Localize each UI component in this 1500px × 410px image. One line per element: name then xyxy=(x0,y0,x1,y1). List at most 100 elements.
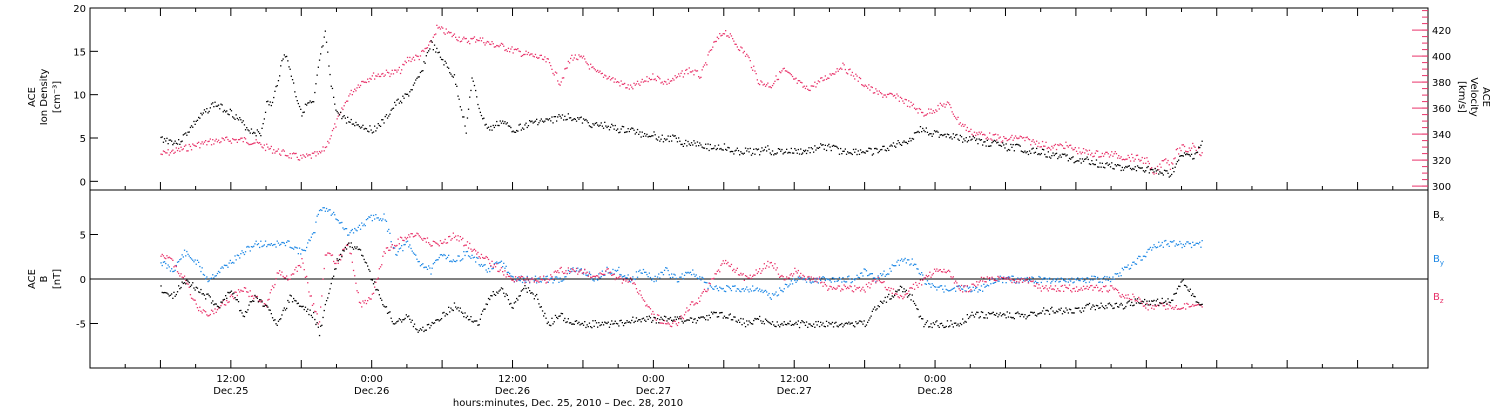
density-point xyxy=(747,148,749,150)
density-point xyxy=(1093,163,1095,166)
by-point xyxy=(1176,244,1179,246)
density-point xyxy=(455,83,457,85)
density-point xyxy=(267,100,269,102)
velocity-point xyxy=(706,64,708,66)
density-point xyxy=(975,139,977,142)
density-point xyxy=(227,113,229,115)
bz-point xyxy=(837,285,839,287)
density-point xyxy=(676,141,679,143)
by-point xyxy=(509,272,511,275)
velocity-point xyxy=(641,78,643,81)
bz-point xyxy=(888,287,890,289)
bx-point xyxy=(198,291,200,293)
bz-point xyxy=(482,256,484,259)
velocity-point xyxy=(514,48,517,50)
bx-point xyxy=(865,324,868,326)
velocity-point xyxy=(383,75,385,77)
velocity-point xyxy=(693,74,695,76)
bx-point xyxy=(756,318,758,320)
bx-point xyxy=(297,302,299,304)
density-point xyxy=(877,152,879,154)
velocity-point xyxy=(720,35,722,37)
density-point xyxy=(619,131,621,133)
bx-point xyxy=(586,324,588,326)
velocity-point xyxy=(321,150,323,152)
velocity-point xyxy=(239,138,241,141)
density-point xyxy=(255,135,257,137)
bx-point xyxy=(1086,303,1088,306)
bz-point xyxy=(942,271,944,273)
density-point xyxy=(342,116,344,118)
bz-point xyxy=(645,305,647,307)
by-point xyxy=(696,277,699,279)
bx-point xyxy=(1158,304,1160,306)
bx-point xyxy=(892,296,895,298)
velocity-point xyxy=(1004,137,1006,140)
bx-point xyxy=(636,320,639,322)
by-point xyxy=(754,289,756,291)
bx-point xyxy=(1050,308,1052,310)
bz-point xyxy=(760,272,762,274)
velocity-point xyxy=(935,109,937,111)
velocity-point xyxy=(437,27,439,29)
top-right-tick-label: 320 xyxy=(1432,156,1451,167)
by-point xyxy=(172,270,174,273)
bz-point xyxy=(878,279,880,282)
density-point xyxy=(1172,167,1174,169)
by-point xyxy=(929,283,931,285)
velocity-point xyxy=(359,84,362,87)
velocity-point xyxy=(348,95,350,97)
by-point xyxy=(629,281,632,283)
by-point xyxy=(736,288,738,290)
bz-point xyxy=(966,285,968,287)
by-point xyxy=(526,275,528,278)
velocity-point xyxy=(439,28,442,30)
density-point xyxy=(352,123,355,125)
velocity-point xyxy=(800,81,802,83)
bz-point xyxy=(1087,288,1089,290)
bz-point xyxy=(926,276,929,278)
bx-point xyxy=(1113,307,1115,309)
by-point xyxy=(547,281,549,283)
density-point xyxy=(1027,153,1030,156)
by-point xyxy=(1078,279,1080,282)
velocity-point xyxy=(482,37,484,39)
bx-point xyxy=(246,311,248,313)
by-point xyxy=(214,275,216,277)
density-point xyxy=(1094,163,1096,166)
bx-point xyxy=(872,308,875,310)
bz-point xyxy=(502,271,504,273)
bz-point xyxy=(1026,279,1028,281)
by-point xyxy=(300,253,302,255)
density-point xyxy=(314,91,316,94)
bx-point xyxy=(649,317,652,319)
bx-point xyxy=(348,242,350,244)
velocity-point xyxy=(926,113,929,115)
velocity-point xyxy=(730,35,733,37)
velocity-point xyxy=(248,143,250,146)
bx-point xyxy=(1182,279,1184,281)
density-point xyxy=(903,140,905,142)
density-point xyxy=(881,148,883,151)
velocity-point xyxy=(605,75,607,77)
bx-point xyxy=(740,317,742,320)
density-point xyxy=(371,132,373,134)
density-point xyxy=(869,147,871,150)
density-point xyxy=(865,150,868,152)
bx-point xyxy=(221,301,223,303)
bx-point xyxy=(931,326,933,329)
by-point xyxy=(1120,275,1122,277)
bz-point xyxy=(906,292,909,295)
bx-point xyxy=(811,325,814,327)
density-point xyxy=(679,140,681,142)
bx-point xyxy=(203,294,206,296)
bx-point xyxy=(365,262,368,264)
bz-point xyxy=(1066,287,1068,289)
by-point xyxy=(982,290,984,292)
by-point xyxy=(857,276,859,278)
velocity-point xyxy=(686,68,688,71)
velocity-point xyxy=(1200,154,1202,157)
by-point xyxy=(1005,282,1007,284)
bz-point xyxy=(187,283,189,285)
bx-point xyxy=(440,318,443,320)
